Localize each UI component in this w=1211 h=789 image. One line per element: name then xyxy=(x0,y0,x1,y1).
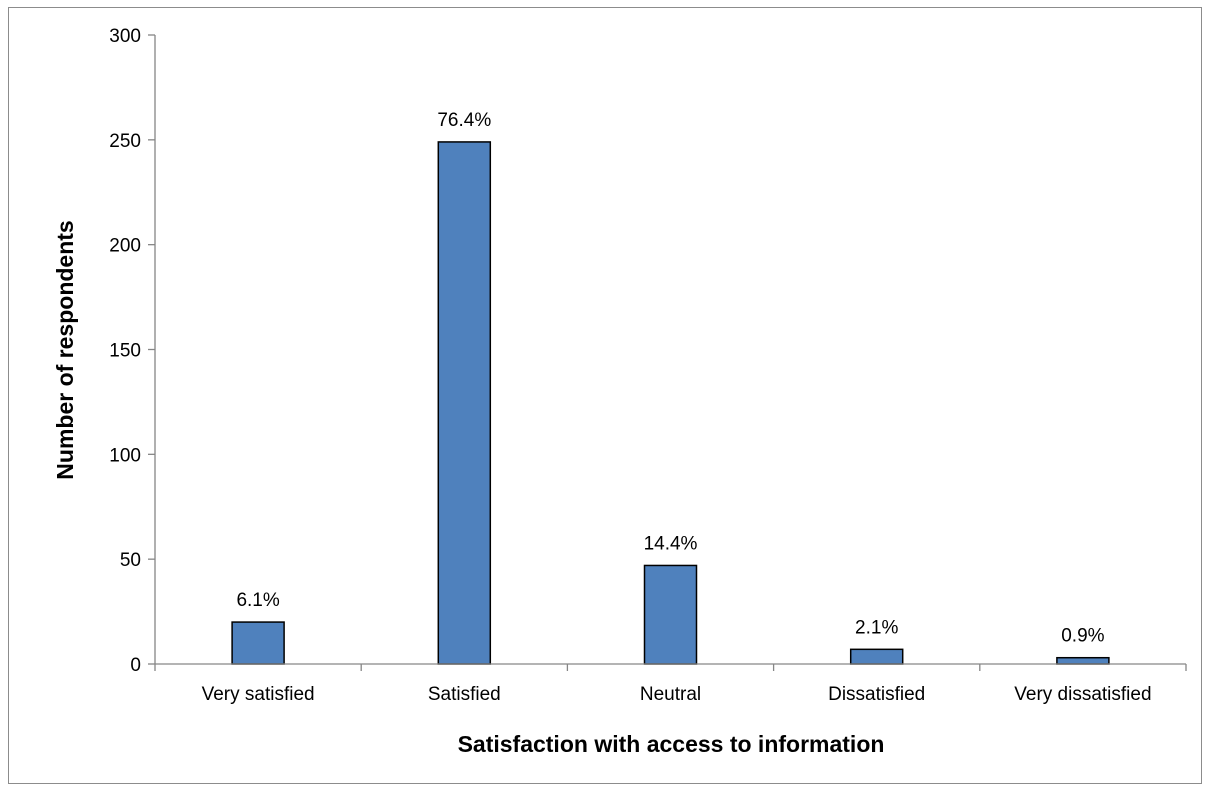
data-label: 0.9% xyxy=(1061,626,1104,647)
y-tick-label: 300 xyxy=(109,26,141,47)
data-label: 6.1% xyxy=(236,590,279,611)
bar-satisfied xyxy=(437,141,492,665)
x-axis-title: Satisfaction with access to information xyxy=(458,731,885,757)
y-tick-label: 100 xyxy=(109,445,141,466)
x-tick-label: Very satisfied xyxy=(202,684,315,705)
data-label: 14.4% xyxy=(644,533,698,554)
y-tick-label: 200 xyxy=(109,236,141,257)
bar-very-dissatisfied xyxy=(1056,656,1110,665)
data-label: 76.4% xyxy=(437,110,491,131)
x-axis-tick-labels: Very satisfied Satisfied Neutral Dissatisfi… xyxy=(154,664,1187,705)
x-tick-label: Dissatisfied xyxy=(828,684,925,705)
y-tick-label: 150 xyxy=(109,341,141,362)
x-tick-label: Very dissatisfied xyxy=(1014,684,1151,705)
bar-dissatisfied xyxy=(849,648,904,665)
y-tick-label: 50 xyxy=(120,550,141,571)
data-labels: 6.1% 76.4% 14.4% 2.1% 0.9% xyxy=(236,110,1104,647)
y-tick-label: 0 xyxy=(130,655,141,676)
bar-neutral xyxy=(643,564,698,665)
x-tick-label: Satisfied xyxy=(428,684,501,705)
bar-very-satisfied xyxy=(231,621,285,665)
chart-frame xyxy=(8,7,1202,784)
y-axis-ticks: 0 50 100 150 200 250 300 xyxy=(109,26,155,676)
y-axis-title: Number of respondents xyxy=(52,220,78,479)
data-label: 2.1% xyxy=(855,617,898,638)
x-tick-label: Neutral xyxy=(640,684,701,705)
bars xyxy=(231,141,1110,665)
y-tick-label: 250 xyxy=(109,131,141,152)
